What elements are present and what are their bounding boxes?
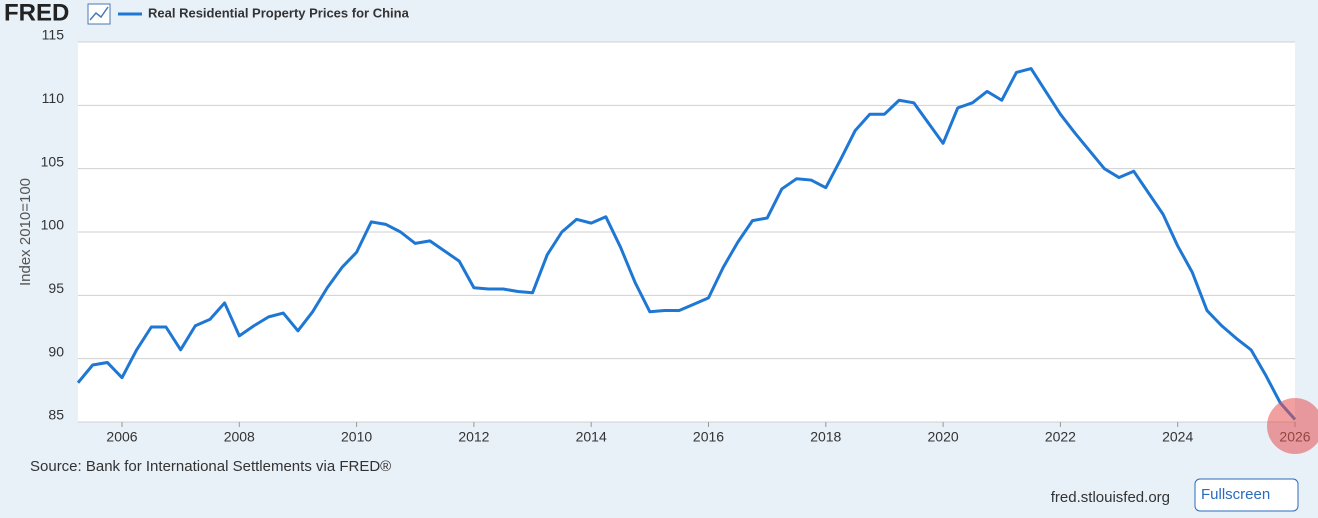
- fullscreen-label[interactable]: Fullscreen: [1201, 486, 1270, 503]
- y-tick-label: 115: [42, 27, 65, 43]
- x-tick-label: 2018: [810, 429, 841, 445]
- site-link[interactable]: fred.stlouisfed.org: [1051, 489, 1170, 506]
- x-tick-label: 2016: [693, 429, 724, 445]
- x-tick-label: 2012: [458, 429, 489, 445]
- y-tick-label: 95: [48, 280, 64, 296]
- x-tick-label: 2014: [576, 429, 607, 445]
- y-axis-label: Index 2010=100: [17, 178, 34, 286]
- logo[interactable]: FRED: [4, 0, 69, 26]
- cursor-highlight: [1267, 398, 1318, 454]
- logo-icon: [87, 3, 111, 25]
- y-tick-label: 105: [41, 153, 65, 169]
- x-tick-label: 2010: [341, 429, 372, 445]
- source: Source: Bank for International Settlemen…: [30, 458, 391, 475]
- x-tick-label: 2006: [106, 429, 137, 445]
- y-tick-label: 110: [42, 90, 65, 106]
- x-tick-label: 2024: [1162, 429, 1193, 445]
- y-tick-label: 100: [41, 217, 65, 233]
- y-tick-label: 90: [48, 343, 64, 359]
- x-tick-label: 2022: [1045, 429, 1076, 445]
- x-tick-label: 2008: [224, 429, 255, 445]
- series-line: [76, 67, 1297, 421]
- legend-label: Real Residential Property Prices for Chi…: [148, 5, 410, 20]
- x-tick-label: 2020: [928, 429, 959, 445]
- y-tick-label: 85: [48, 407, 64, 423]
- fullscreen-button[interactable]: [1194, 478, 1299, 512]
